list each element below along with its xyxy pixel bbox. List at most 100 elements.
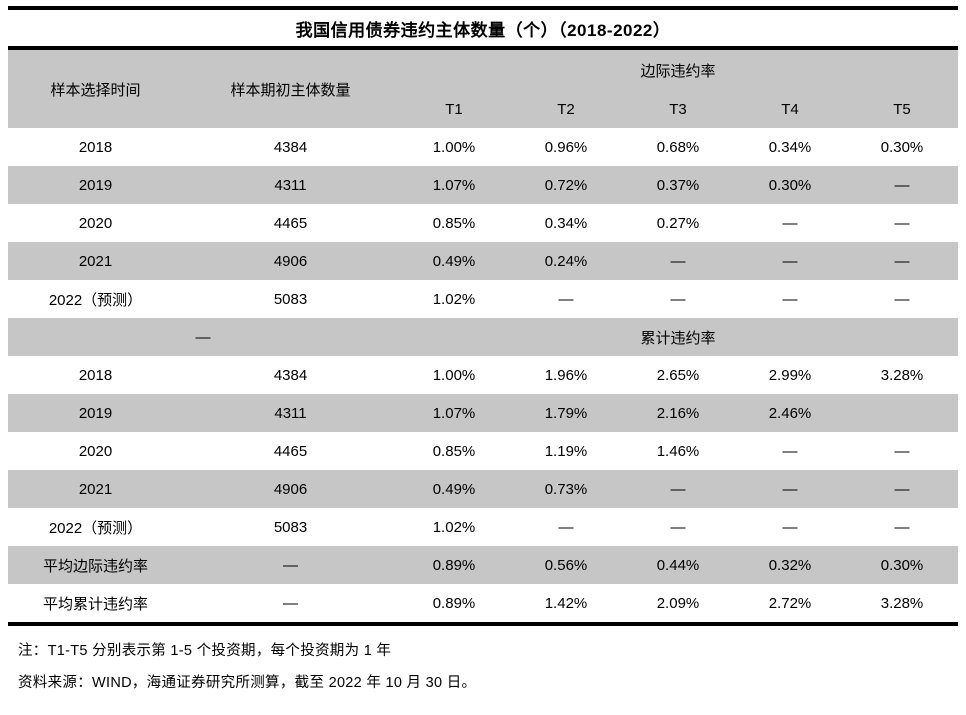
rate-cell: 1.00% bbox=[432, 366, 476, 384]
rate-cell: 0.24% bbox=[544, 252, 588, 270]
year-cell: 2020 bbox=[78, 442, 113, 460]
year-cell: 2021 bbox=[78, 252, 113, 270]
header-row-group: 样本选择时间 样本期初主体数量 边际违约率 bbox=[8, 50, 959, 99]
table-row-cumulative-2020: 2020 4465 0.85% 1.19% 1.46% — — bbox=[8, 432, 958, 470]
rate-cell: 0.27% bbox=[656, 214, 700, 232]
top-rule bbox=[8, 6, 958, 10]
year-cell: 2018 bbox=[78, 138, 113, 156]
rate-cell: — bbox=[782, 252, 798, 270]
rate-cell: 3.28% bbox=[880, 366, 924, 384]
count-cell: 5083 bbox=[273, 290, 308, 308]
table-row-marginal-2020: 2020 4465 0.85% 0.34% 0.27% — — bbox=[8, 204, 958, 242]
rate-cell: 2.99% bbox=[768, 366, 812, 384]
year-cell: 2018 bbox=[78, 366, 113, 384]
column-header-sample-time: 样本选择时间 bbox=[50, 81, 141, 99]
rate-cell: 0.49% bbox=[432, 480, 476, 498]
year-cell: 2020 bbox=[78, 214, 113, 232]
rate-cell: 0.68% bbox=[656, 138, 700, 156]
table-row-cumulative-2021: 2021 4906 0.49% 0.73% — — — bbox=[8, 470, 959, 508]
count-cell: 4465 bbox=[273, 214, 308, 232]
column-header-t3: T3 bbox=[669, 100, 687, 118]
column-header-t2: T2 bbox=[557, 100, 575, 118]
table-row-average-cumulative: 平均累计违约率 — 0.89% 1.42% 2.09% 2.72% 3.28% bbox=[8, 584, 958, 622]
title-rule bbox=[8, 46, 958, 50]
table-row-marginal-2021: 2021 4906 0.49% 0.24% — — — bbox=[8, 242, 959, 280]
count-cell: 5083 bbox=[273, 518, 308, 536]
count-cell: 4906 bbox=[273, 480, 308, 498]
rate-cell: — bbox=[782, 480, 798, 498]
table-row-marginal-2019: 2019 4311 1.07% 0.72% 0.37% 0.30% — bbox=[8, 166, 959, 204]
rate-cell: 1.96% bbox=[544, 366, 588, 384]
rate-cell: — bbox=[782, 442, 798, 460]
table-row-marginal-2018: 2018 4384 1.00% 0.96% 0.68% 0.34% 0.30% bbox=[8, 128, 958, 166]
count-cell: 4906 bbox=[273, 252, 308, 270]
count-cell: 4384 bbox=[273, 138, 308, 156]
rate-cell bbox=[846, 394, 958, 432]
note-definition: 注：T1-T5 分别表示第 1-5 个投资期，每个投资期为 1 年 bbox=[18, 643, 392, 659]
count-cell: 4384 bbox=[273, 366, 308, 384]
rate-cell: — bbox=[894, 214, 910, 232]
note-source: 资料来源：WIND，海通证券研究所测算，截至 2022 年 10 月 30 日。 bbox=[18, 675, 477, 691]
rate-cell: 0.85% bbox=[432, 442, 476, 460]
rate-cell: 1.02% bbox=[432, 518, 476, 536]
column-header-t4: T4 bbox=[781, 100, 799, 118]
rate-cell: 1.79% bbox=[544, 404, 588, 422]
rate-cell: 0.30% bbox=[880, 138, 924, 156]
count-cell: 4465 bbox=[273, 442, 308, 460]
rate-cell: 0.32% bbox=[768, 556, 812, 574]
rate-cell: 2.65% bbox=[656, 366, 700, 384]
count-cell: — bbox=[283, 594, 298, 612]
year-cell: 2022（预测） bbox=[48, 519, 143, 537]
year-cell: 2019 bbox=[78, 404, 113, 422]
summary-label: 平均累计违约率 bbox=[42, 595, 148, 613]
bottom-rule bbox=[8, 622, 958, 626]
rate-cell: 1.42% bbox=[544, 594, 588, 612]
rate-cell: 0.56% bbox=[544, 556, 588, 574]
rate-cell: 0.72% bbox=[544, 176, 588, 194]
rate-cell: 0.89% bbox=[432, 594, 476, 612]
rate-cell: 2.09% bbox=[656, 594, 700, 612]
table-title: 我国信用债券违约主体数量（个）（2018-2022） bbox=[295, 20, 671, 40]
rate-cell: — bbox=[894, 252, 910, 270]
table-notes: 注：T1-T5 分别表示第 1-5 个投资期，每个投资期为 1 年 资料来源：W… bbox=[18, 639, 958, 692]
rate-cell: — bbox=[782, 214, 798, 232]
rate-cell: — bbox=[782, 518, 798, 536]
table-row-cumulative-2018: 2018 4384 1.00% 1.96% 2.65% 2.99% 3.28% bbox=[8, 356, 958, 394]
rate-cell: 3.28% bbox=[880, 594, 924, 612]
default-rate-table-area: 我国信用债券违约主体数量（个）（2018-2022） 样本选择时间 样本期初主体… bbox=[8, 6, 959, 692]
section-separator-row: — 累计违约率 bbox=[8, 318, 959, 356]
year-cell: 2019 bbox=[78, 176, 113, 194]
rate-cell: 2.72% bbox=[768, 594, 812, 612]
rate-cell: 0.34% bbox=[768, 138, 812, 156]
rate-cell: 2.46% bbox=[768, 404, 812, 422]
rate-cell: — bbox=[558, 290, 574, 308]
rate-cell: — bbox=[894, 176, 910, 194]
group-header-cumulative-default-rate: 累计违约率 bbox=[640, 329, 716, 347]
default-rate-table: 样本选择时间 样本期初主体数量 边际违约率 T1 T2 T3 T4 T5 201… bbox=[8, 50, 959, 622]
column-header-initial-count: 样本期初主体数量 bbox=[230, 81, 351, 99]
rate-cell: — bbox=[894, 480, 910, 498]
rate-cell: — bbox=[558, 518, 574, 536]
table-row-cumulative-2019: 2019 4311 1.07% 1.79% 2.16% 2.46% bbox=[8, 394, 959, 432]
rate-cell: 0.73% bbox=[544, 480, 588, 498]
column-header-t5: T5 bbox=[893, 100, 911, 118]
rate-cell: 0.96% bbox=[544, 138, 588, 156]
group-header-marginal-default-rate: 边际违约率 bbox=[640, 62, 716, 80]
rate-cell: 1.00% bbox=[432, 138, 476, 156]
rate-cell: 2.16% bbox=[656, 404, 700, 422]
rate-cell: 0.49% bbox=[432, 252, 476, 270]
year-cell: 2022（预测） bbox=[48, 291, 143, 309]
separator-dash: — bbox=[195, 328, 211, 346]
table-row-cumulative-2022-forecast: 2022（预测） 5083 1.02% — — — — bbox=[8, 508, 958, 546]
rate-cell: 0.44% bbox=[656, 556, 700, 574]
rate-cell: 0.85% bbox=[432, 214, 476, 232]
rate-cell: — bbox=[894, 442, 910, 460]
rate-cell: — bbox=[670, 252, 686, 270]
rate-cell: — bbox=[782, 290, 798, 308]
rate-cell: 1.02% bbox=[432, 290, 476, 308]
count-cell: 4311 bbox=[274, 404, 307, 422]
rate-cell: 0.37% bbox=[656, 176, 700, 194]
count-cell: — bbox=[283, 556, 298, 574]
rate-cell: 1.07% bbox=[432, 176, 476, 194]
